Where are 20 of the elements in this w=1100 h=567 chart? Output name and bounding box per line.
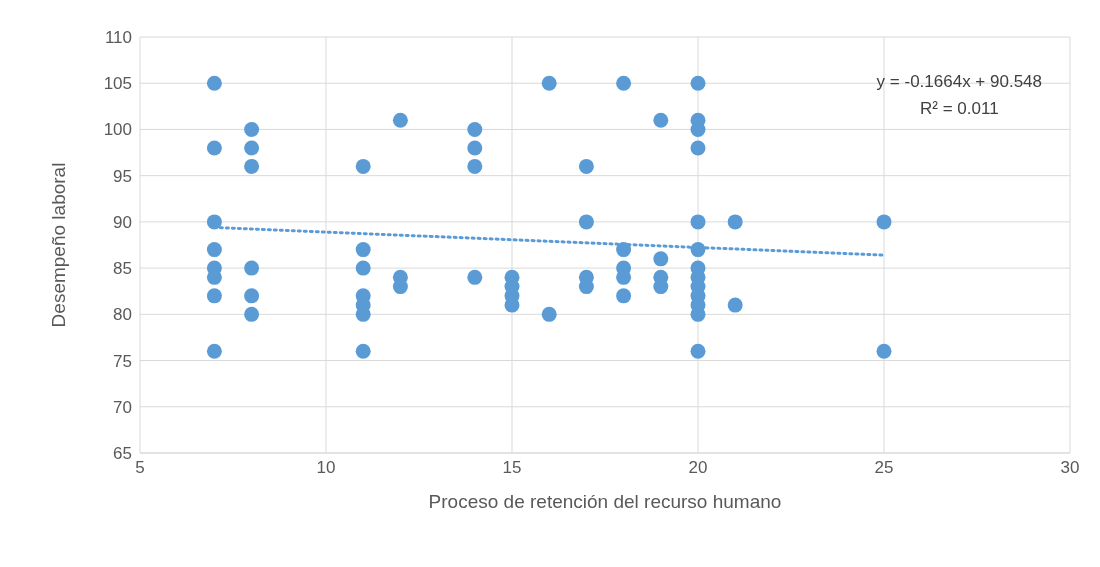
x-tick-label: 15 (502, 458, 522, 478)
y-tick-label: 85 (113, 259, 132, 279)
y-tick-label: 90 (113, 212, 132, 232)
x-axis-title: Proceso de retención del recurso humano (428, 491, 782, 512)
y-tick-label: 80 (113, 305, 132, 325)
y-tick-label: 105 (103, 74, 132, 94)
y-axis-title: Desempeño laboral (47, 162, 69, 328)
x-tick-label: 25 (874, 458, 894, 478)
x-tick-label: 30 (1060, 458, 1080, 478)
y-tick-label: 95 (113, 166, 132, 186)
y-tick-label: 75 (113, 351, 132, 371)
y-tick-label: 70 (113, 397, 132, 417)
y-tick-label: 100 (103, 120, 132, 140)
annotation: y = -0.1664x + 90.548 (876, 71, 1042, 93)
x-tick-label: 5 (135, 458, 145, 478)
x-tick-label: 10 (316, 458, 336, 478)
y-tick-label: 110 (104, 28, 132, 48)
annotation: R² = 0.011 (919, 98, 1000, 120)
y-tick-label: 65 (113, 444, 132, 464)
x-tick-label: 20 (688, 458, 708, 478)
